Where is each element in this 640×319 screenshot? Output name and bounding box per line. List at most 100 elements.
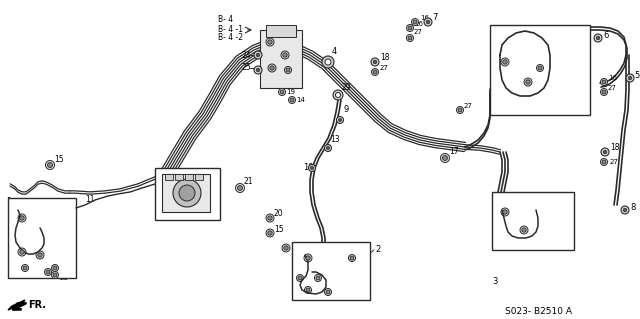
Circle shape	[623, 208, 627, 212]
Circle shape	[600, 78, 607, 85]
Circle shape	[501, 208, 509, 216]
Circle shape	[283, 53, 287, 57]
Text: 18: 18	[380, 54, 390, 63]
Circle shape	[51, 271, 58, 278]
Text: 27: 27	[608, 85, 617, 91]
Text: 27: 27	[380, 65, 389, 71]
Circle shape	[350, 256, 354, 260]
Text: 27: 27	[610, 159, 619, 165]
Circle shape	[326, 290, 330, 294]
Circle shape	[256, 68, 260, 72]
Bar	[195, 174, 203, 180]
Text: 11: 11	[85, 196, 95, 204]
Text: 25: 25	[242, 63, 252, 72]
Text: 26: 26	[314, 253, 323, 259]
Circle shape	[268, 40, 272, 44]
Text: 3: 3	[492, 278, 497, 286]
Circle shape	[526, 80, 530, 84]
Circle shape	[20, 250, 24, 254]
Bar	[165, 174, 173, 180]
Circle shape	[600, 88, 607, 95]
Text: 26: 26	[534, 77, 543, 83]
Text: 28: 28	[60, 275, 69, 281]
Circle shape	[503, 60, 507, 64]
Text: 26: 26	[530, 225, 539, 231]
Circle shape	[282, 244, 290, 252]
Circle shape	[601, 148, 609, 156]
Circle shape	[305, 286, 312, 293]
Text: 15: 15	[54, 155, 63, 165]
Circle shape	[298, 276, 302, 280]
Circle shape	[503, 210, 507, 214]
Text: 3: 3	[546, 61, 551, 70]
Circle shape	[408, 36, 412, 40]
Circle shape	[53, 273, 57, 277]
Circle shape	[256, 53, 260, 57]
Circle shape	[524, 78, 532, 86]
Text: 18: 18	[610, 144, 620, 152]
Circle shape	[308, 165, 316, 172]
Circle shape	[324, 145, 332, 152]
Text: B- 4 -2: B- 4 -2	[218, 33, 243, 42]
Circle shape	[349, 255, 355, 262]
Circle shape	[179, 185, 195, 201]
Circle shape	[412, 19, 419, 26]
Circle shape	[281, 51, 289, 59]
Circle shape	[520, 226, 528, 234]
Circle shape	[23, 266, 27, 270]
Text: B- 4 -1: B- 4 -1	[218, 25, 243, 33]
Text: 14: 14	[296, 97, 305, 103]
Circle shape	[339, 118, 342, 122]
Text: 26: 26	[30, 214, 39, 220]
Circle shape	[268, 216, 272, 220]
Bar	[490, 25, 590, 115]
Text: B- 4: B- 4	[218, 16, 233, 25]
Text: 28: 28	[57, 271, 65, 276]
Circle shape	[373, 70, 377, 74]
Circle shape	[594, 34, 602, 42]
Text: 26: 26	[511, 206, 520, 212]
Circle shape	[18, 214, 26, 222]
Circle shape	[266, 229, 274, 237]
Circle shape	[237, 186, 243, 190]
Circle shape	[426, 20, 430, 24]
Text: 23: 23	[294, 269, 303, 275]
Circle shape	[536, 64, 543, 71]
Circle shape	[314, 275, 321, 281]
Text: FR.: FR.	[28, 300, 46, 310]
Text: 22: 22	[25, 272, 34, 278]
Text: 27: 27	[464, 103, 473, 109]
Circle shape	[290, 98, 294, 102]
Circle shape	[20, 216, 24, 220]
Circle shape	[304, 254, 312, 262]
Circle shape	[173, 179, 201, 207]
Text: 5: 5	[634, 70, 639, 79]
Circle shape	[501, 58, 509, 66]
Circle shape	[322, 56, 334, 68]
Text: 12: 12	[290, 243, 300, 253]
Circle shape	[604, 150, 607, 154]
Text: 23: 23	[43, 262, 52, 268]
Circle shape	[440, 153, 449, 162]
Circle shape	[306, 256, 310, 260]
Circle shape	[522, 228, 526, 232]
Text: 19: 19	[286, 89, 295, 95]
Text: 4: 4	[332, 48, 337, 56]
Circle shape	[337, 116, 344, 123]
Text: 8: 8	[630, 203, 636, 211]
Text: 28: 28	[355, 251, 363, 256]
Circle shape	[408, 26, 412, 30]
Circle shape	[45, 160, 54, 169]
Circle shape	[413, 20, 417, 24]
Text: 26: 26	[510, 55, 519, 61]
Circle shape	[270, 66, 274, 70]
Text: 16: 16	[414, 21, 423, 27]
Circle shape	[22, 264, 29, 271]
Text: 6: 6	[603, 31, 609, 40]
Circle shape	[325, 59, 331, 65]
Bar	[266, 25, 296, 37]
Circle shape	[458, 108, 462, 112]
Text: 7: 7	[432, 13, 437, 23]
Circle shape	[406, 34, 413, 41]
Circle shape	[306, 288, 310, 292]
